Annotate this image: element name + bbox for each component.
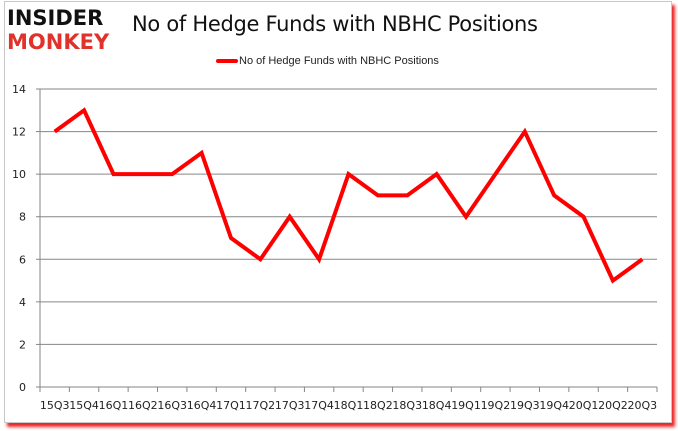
chart-frame	[4, 1, 672, 423]
x-tick-label: 17Q2	[246, 399, 276, 412]
x-tick-label: 19Q1	[451, 399, 481, 412]
x-tick-label: 18Q3	[392, 399, 422, 412]
y-tick-label: 8	[19, 211, 26, 224]
y-tick-label: 4	[19, 296, 26, 309]
x-tick-label: 19Q4	[539, 399, 569, 412]
x-tick-label: 17Q1	[216, 399, 246, 412]
x-tick-label: 20Q3	[627, 399, 657, 412]
logo-line-1: INSIDER	[7, 6, 104, 30]
x-tick-label: 18Q1	[334, 399, 364, 412]
x-tick-label: 16Q3	[157, 399, 187, 412]
x-tick-label: 18Q2	[363, 399, 393, 412]
x-tick-label: 19Q2	[481, 399, 511, 412]
y-tick-label: 0	[19, 381, 26, 394]
x-tick-label: 16Q2	[128, 399, 158, 412]
series-line	[53, 107, 644, 284]
legend-label: No of Hedge Funds with NBHC Positions	[239, 55, 439, 67]
y-tick-label: 14	[12, 83, 26, 96]
x-tick-label: 16Q1	[99, 399, 129, 412]
y-tick-label: 2	[19, 338, 26, 351]
x-tick-label: 15Q4	[69, 399, 99, 412]
insider-monkey-logo: INSIDER MONKEY	[7, 6, 127, 54]
logo-line-2: MONKEY	[7, 30, 110, 54]
x-tick-label: 17Q4	[304, 399, 334, 412]
legend-swatch	[216, 59, 238, 63]
y-tick-label: 6	[19, 253, 26, 266]
chart-legend: No of Hedge Funds with NBHC Positions	[216, 54, 439, 68]
x-tick-label: 20Q2	[598, 399, 628, 412]
x-tick-label: 17Q3	[275, 399, 305, 412]
x-tick-label: 15Q3	[40, 399, 70, 412]
y-tick-label: 10	[12, 168, 26, 181]
x-tick-label: 16Q4	[187, 399, 217, 412]
chart-title: No of Hedge Funds with NBHC Positions	[132, 12, 538, 36]
x-tick-label: 20Q1	[569, 399, 599, 412]
x-tick-label: 19Q3	[510, 399, 540, 412]
x-tick-label: 18Q4	[422, 399, 452, 412]
y-tick-label: 12	[12, 126, 26, 139]
